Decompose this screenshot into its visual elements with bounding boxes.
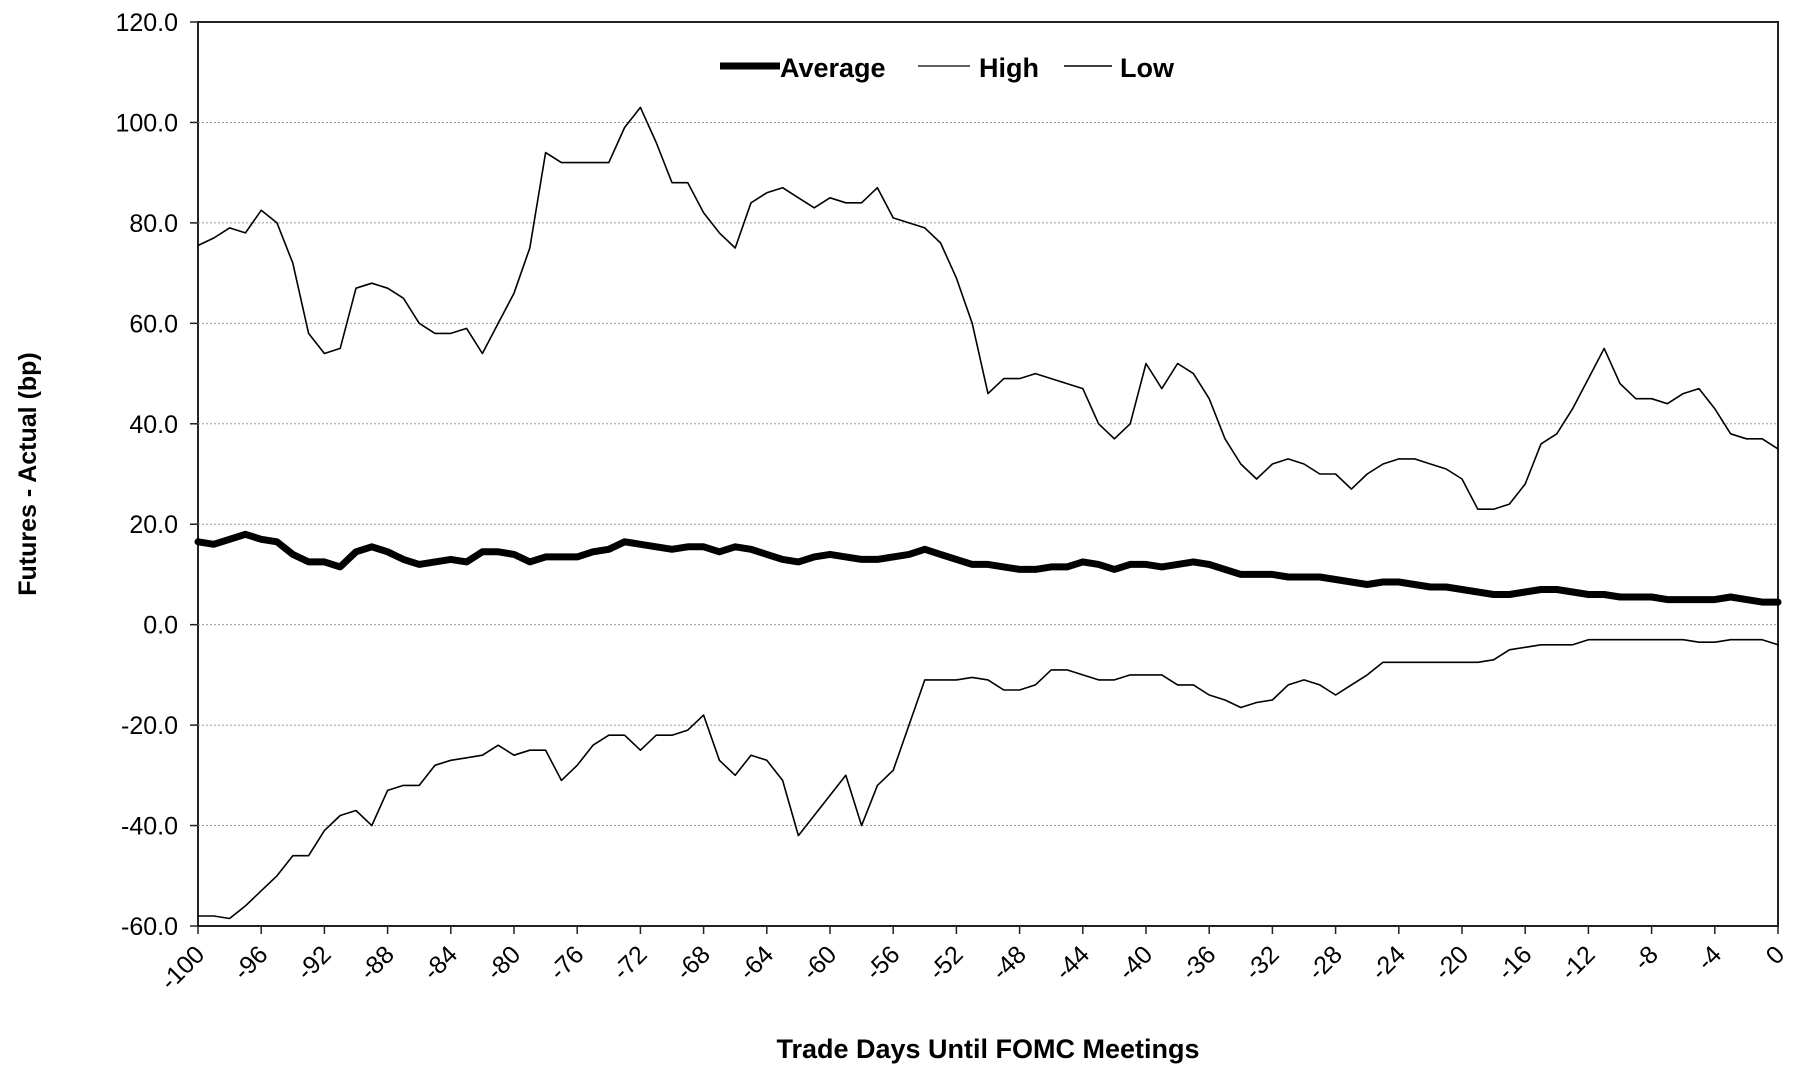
x-tick-label: -36 [1176, 940, 1221, 985]
x-tick-label: -68 [670, 940, 715, 985]
x-tick-label: 0 [1761, 940, 1791, 970]
series-lines [194, 106, 1782, 920]
x-tick-label: -84 [418, 940, 463, 985]
x-tick-label: -72 [607, 940, 652, 985]
legend-label-low: Low [1120, 53, 1175, 83]
legend-label-average: Average [780, 53, 886, 83]
x-tick-label: -64 [734, 940, 779, 985]
x-tick-label: -20 [1429, 940, 1474, 985]
legend-label-high: High [979, 53, 1039, 83]
y-axis-ticks: -60.0 -40.0 -20.0 0.0 20.0 40.0 60.0 80.0 100.0 1… [115, 9, 198, 941]
x-tick-label: -16 [1492, 940, 1537, 985]
y-axis-title: Futures - Actual (bp) [14, 352, 42, 596]
y-tick-label: 40.0 [129, 411, 178, 439]
x-axis-ticks: -100 -96 -92 -88 -84 -80 -76 -72 -68 -64 -60 -56 -52… [155, 926, 1790, 996]
y-tick-label: 100.0 [115, 109, 178, 137]
x-axis-title: Trade Days Until FOMC Meetings [776, 1034, 1199, 1064]
y-tick-label: -40.0 [121, 813, 178, 841]
x-tick-label: -44 [1050, 940, 1095, 985]
x-tick-label: -88 [354, 940, 399, 985]
legend: Average High Low [720, 53, 1175, 83]
x-tick-label: -92 [291, 940, 336, 985]
series-line-low [197, 638, 1779, 920]
x-tick-label: -28 [1302, 940, 1347, 985]
x-tick-label: -40 [1113, 940, 1158, 985]
x-tick-label: -96 [228, 940, 273, 985]
x-tick-label: -48 [986, 940, 1031, 985]
y-tick-label: 60.0 [129, 310, 178, 338]
series-line-average [194, 530, 1782, 606]
x-tick-label: -100 [155, 940, 210, 995]
y-tick-label: 80.0 [129, 210, 178, 238]
x-tick-label: -56 [860, 940, 905, 985]
y-tick-label: 120.0 [115, 9, 178, 37]
y-tick-label: 0.0 [143, 612, 178, 640]
y-tick-label: -60.0 [121, 913, 178, 941]
x-tick-label: -80 [481, 940, 526, 985]
plot-area [197, 21, 1779, 927]
x-tick-label: -24 [1366, 940, 1411, 985]
y-tick-label: -20.0 [121, 712, 178, 740]
x-tick-label: -76 [544, 940, 589, 985]
gridlines [198, 121, 1778, 827]
x-tick-label: -8 [1628, 940, 1664, 976]
x-tick-label: -60 [797, 940, 842, 985]
x-tick-label: -52 [923, 940, 968, 985]
x-tick-label: -12 [1555, 940, 1600, 985]
series-line-high [197, 106, 1779, 511]
x-tick-label: -32 [1239, 940, 1284, 985]
y-tick-label: 20.0 [129, 511, 178, 539]
x-tick-label: -4 [1692, 940, 1728, 976]
